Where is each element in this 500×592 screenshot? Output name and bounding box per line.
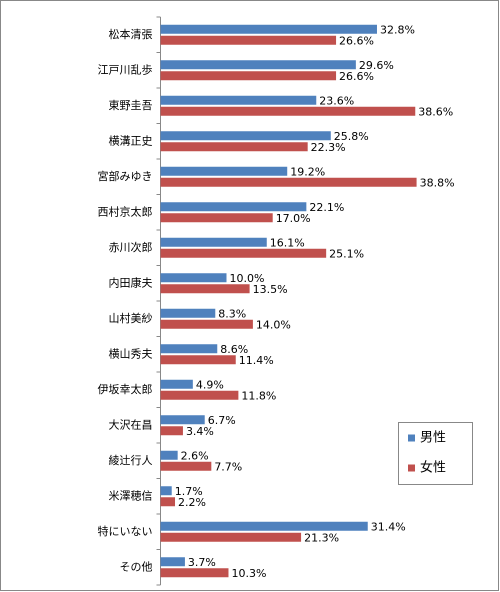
y-tick-label: 江戸川乱歩 xyxy=(98,62,153,76)
data-label: 26.6% xyxy=(339,34,374,47)
data-label: 8.6% xyxy=(220,343,248,356)
bar xyxy=(160,60,356,70)
data-label: 17.0% xyxy=(276,212,311,225)
y-tick-label: 米澤穂信 xyxy=(109,488,153,502)
bar xyxy=(160,35,337,45)
y-tick-label: 松本清張 xyxy=(109,27,153,41)
y-tick-label: 宮部みゆき xyxy=(98,169,153,183)
data-label: 23.6% xyxy=(319,94,354,107)
legend-swatch xyxy=(408,464,415,472)
bar xyxy=(160,202,307,212)
y-tick-label: 大沢在昌 xyxy=(109,417,153,431)
bar xyxy=(160,213,273,223)
data-label: 29.6% xyxy=(359,59,394,72)
data-label: 13.5% xyxy=(253,283,288,296)
data-label: 11.4% xyxy=(239,354,274,367)
bar xyxy=(160,106,416,116)
y-tick-label: 特にいない xyxy=(98,524,153,538)
y-tick-label: 東野圭吾 xyxy=(109,99,153,112)
legend-label: 男性 xyxy=(420,431,446,446)
data-label: 19.2% xyxy=(290,165,325,178)
y-tick-label: 伊坂幸太郎 xyxy=(98,382,153,396)
bar xyxy=(160,248,327,258)
y-tick-label: 綾辻行人 xyxy=(109,453,153,467)
data-label: 25.1% xyxy=(329,247,364,260)
bar xyxy=(160,284,250,294)
data-label: 7.7% xyxy=(214,460,242,473)
bar xyxy=(160,166,288,176)
data-label: 11.8% xyxy=(241,389,276,402)
bar xyxy=(160,390,239,400)
data-label: 3.7% xyxy=(188,556,216,569)
y-tick-label: その他 xyxy=(120,560,153,573)
bar xyxy=(160,461,212,471)
bar xyxy=(160,308,216,318)
bar xyxy=(160,237,267,247)
bar xyxy=(160,450,178,460)
bar xyxy=(160,355,236,365)
bar xyxy=(160,426,183,436)
bar xyxy=(160,568,229,578)
y-tick-label: 横山秀夫 xyxy=(109,346,153,360)
bar xyxy=(160,486,172,496)
bar xyxy=(160,131,331,141)
bar xyxy=(160,521,368,531)
bar xyxy=(160,319,253,329)
legend-box xyxy=(398,422,473,485)
bar xyxy=(160,415,205,425)
data-label: 8.3% xyxy=(218,307,246,320)
data-label: 3.4% xyxy=(186,425,214,438)
y-tick-label: 内田康夫 xyxy=(109,275,153,289)
bar xyxy=(160,557,185,567)
bar xyxy=(160,344,218,354)
data-label: 31.4% xyxy=(371,520,406,533)
bar xyxy=(160,273,227,283)
data-label: 10.0% xyxy=(230,272,265,285)
bar xyxy=(160,95,317,105)
data-label: 14.0% xyxy=(256,318,291,331)
data-label: 22.3% xyxy=(311,141,346,154)
legend-swatch xyxy=(408,434,415,442)
data-label: 26.6% xyxy=(339,70,374,83)
data-label: 25.8% xyxy=(334,130,369,143)
bar xyxy=(160,532,302,542)
data-label: 38.8% xyxy=(420,176,455,189)
y-tick-label: 赤川次郎 xyxy=(109,240,153,254)
bar xyxy=(160,379,193,389)
data-label: 4.9% xyxy=(196,378,224,391)
bar xyxy=(160,497,176,507)
data-label: 21.3% xyxy=(304,531,339,544)
data-label: 22.1% xyxy=(309,201,344,214)
data-label: 6.7% xyxy=(208,414,236,427)
bar xyxy=(160,71,337,81)
y-tick-label: 山村美紗 xyxy=(109,311,153,325)
data-label: 2.2% xyxy=(178,496,206,509)
y-tick-label: 横溝正史 xyxy=(109,133,153,147)
data-label: 10.3% xyxy=(231,567,266,580)
y-tick-label: 西村京太郎 xyxy=(98,204,153,218)
legend-label: 女性 xyxy=(420,460,446,476)
data-label: 38.6% xyxy=(418,105,453,118)
data-label: 16.1% xyxy=(270,236,305,249)
bar xyxy=(160,177,417,187)
bar xyxy=(160,24,377,34)
data-label: 2.6% xyxy=(181,449,209,462)
bar xyxy=(160,142,308,152)
data-label: 1.7% xyxy=(175,485,203,498)
data-label: 32.8% xyxy=(380,23,415,36)
